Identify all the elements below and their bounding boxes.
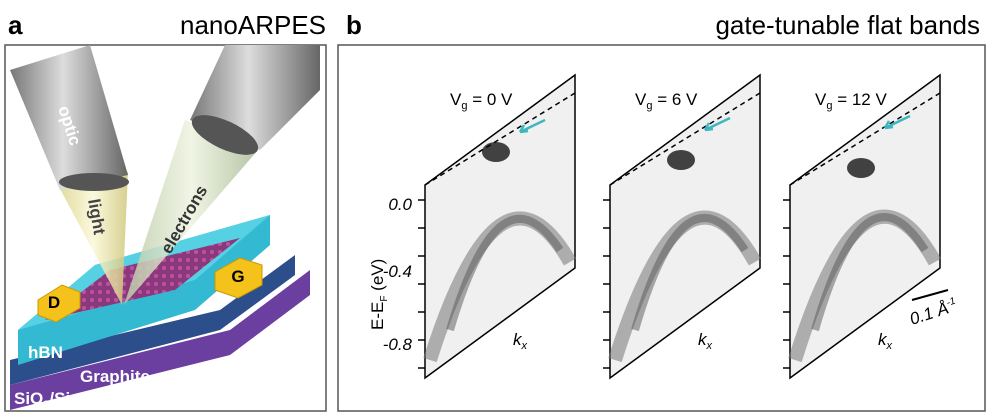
y-tick-label: -0.8: [383, 335, 413, 354]
panel-title: gate-tunable flat bands: [715, 10, 980, 40]
gate-label: G: [231, 267, 244, 286]
panel-title: nanoARPES: [180, 10, 326, 40]
panel-label: Vg = 12 V: [815, 90, 887, 112]
hbn-label: hBN: [28, 343, 63, 362]
substrate-label: SiO2/Si: [14, 389, 70, 411]
drain-label: D: [48, 293, 60, 312]
panel-letter: b: [346, 10, 362, 40]
label-part: x: [521, 340, 528, 352]
y-axis-label: E-EF (eV): [368, 259, 390, 330]
label-part: x: [706, 340, 713, 352]
label-part: V: [815, 90, 827, 109]
y-tick-label: -0.4: [383, 262, 412, 281]
panel-label: Vg = 6 V: [635, 90, 698, 112]
panel-label: Vg = 0 V: [450, 90, 513, 112]
label-part: V: [450, 90, 462, 109]
label-part: x: [886, 340, 893, 352]
graphite-label: Graphite: [80, 367, 150, 386]
label-part: = 6 V: [652, 90, 698, 109]
flat-band-spot: [667, 150, 695, 170]
panel-letter: a: [8, 10, 23, 40]
label-part: V: [635, 90, 647, 109]
label-part: = 12 V: [832, 90, 887, 109]
flat-band-spot: [482, 142, 510, 162]
y-tick-label: 0.0: [388, 195, 412, 214]
label-part: = 0 V: [467, 90, 513, 109]
figure: a nanoARPES optic light electrons D G hB…: [0, 0, 986, 412]
optic-aperture: [59, 173, 129, 191]
flat-band-spot: [847, 158, 875, 178]
